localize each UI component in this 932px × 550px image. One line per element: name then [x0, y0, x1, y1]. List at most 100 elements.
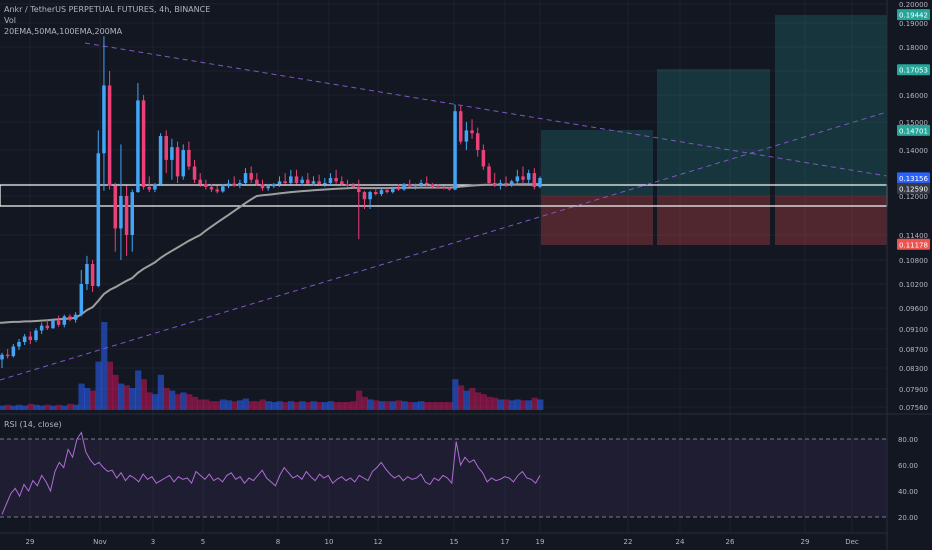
- candle-body: [238, 183, 242, 186]
- price-tick-label: 0.12000: [899, 193, 928, 201]
- time-tick-label: 5: [201, 538, 205, 546]
- candle-body: [351, 184, 355, 187]
- candle: [413, 183, 418, 190]
- volume-bar: [214, 401, 221, 410]
- price-tick-label: 0.19000: [899, 20, 928, 28]
- volume-bar: [344, 402, 351, 410]
- position-target-3[interactable]: [775, 15, 887, 196]
- candle: [22, 334, 27, 345]
- volume-bar: [531, 397, 538, 410]
- candle: [113, 183, 118, 252]
- volume-bar: [16, 404, 23, 410]
- time-axis[interactable]: 29 Nov 3 5 8 10 12 15 17 19 22 24 26 29 Dec: [26, 538, 859, 546]
- candle: [124, 185, 129, 256]
- candle-body: [345, 184, 350, 186]
- volume-bar: [503, 399, 510, 410]
- price-tick-label: 0.14000: [899, 147, 928, 155]
- rsi-axis[interactable]: 80.00 60.00 40.00 20.00: [898, 436, 918, 522]
- candle-body: [136, 100, 140, 193]
- candle-body: [181, 150, 185, 177]
- price-label-box: [897, 64, 930, 76]
- time-tick-label: 29: [801, 538, 810, 546]
- candle: [175, 141, 180, 183]
- candle: [436, 184, 440, 189]
- position-target-2[interactable]: [657, 69, 770, 196]
- candle: [147, 176, 151, 193]
- volume-bar: [389, 401, 397, 410]
- candle: [419, 179, 423, 189]
- candle-body: [323, 183, 327, 185]
- time-tick-label: 17: [501, 538, 510, 546]
- volume-bar: [276, 401, 283, 410]
- volume-bar: [0, 405, 6, 410]
- candle-body: [464, 130, 469, 142]
- time-tick-label: 3: [151, 538, 155, 546]
- candle-body: [504, 183, 508, 185]
- volume-bar: [525, 400, 533, 410]
- candle-body: [221, 186, 225, 192]
- candle: [453, 104, 457, 191]
- candle-body: [340, 181, 344, 185]
- candle: [447, 186, 452, 191]
- time-tick-label: 10: [325, 538, 334, 546]
- candle: [0, 352, 4, 368]
- volume-bar: [140, 379, 148, 410]
- candle: [187, 141, 191, 170]
- volume-bar: [208, 401, 215, 410]
- volume-bar: [282, 402, 289, 410]
- candle-body: [509, 181, 514, 185]
- trendline-upper[interactable]: [84, 42, 888, 177]
- volume-bar: [67, 403, 74, 410]
- position-stop-1[interactable]: [541, 196, 653, 245]
- time-tick-label: Nov: [93, 538, 107, 546]
- candle-body: [147, 186, 151, 190]
- candle-body: [141, 100, 146, 187]
- volume-bar: [406, 402, 414, 410]
- candle-body: [272, 184, 276, 187]
- candle-body: [475, 133, 480, 150]
- volume-bar: [310, 401, 317, 410]
- candle: [51, 318, 55, 329]
- volume-bar: [514, 399, 521, 410]
- volume-bar: [123, 385, 131, 410]
- candle: [277, 176, 282, 187]
- volume-bar: [112, 374, 119, 410]
- volume-bar: [497, 399, 504, 410]
- position-target-1[interactable]: [541, 130, 653, 196]
- candle: [90, 260, 95, 292]
- candle: [204, 179, 208, 190]
- volume-bar: [191, 396, 198, 410]
- candle-body: [102, 85, 106, 154]
- volume-bar: [72, 404, 80, 410]
- candle-body: [441, 187, 446, 189]
- volume-bar: [333, 402, 340, 410]
- candle: [357, 179, 361, 240]
- candle: [215, 185, 219, 194]
- volume-bar: [55, 404, 63, 410]
- candle-body: [283, 181, 287, 183]
- price-label: 0.13156: [897, 172, 930, 184]
- trendline-lower[interactable]: [0, 111, 888, 381]
- price-tick-label: 0.18000: [899, 44, 928, 52]
- candle: [470, 119, 474, 139]
- position-stop-3[interactable]: [775, 196, 887, 245]
- volume-bar: [452, 379, 459, 410]
- candle: [351, 183, 355, 189]
- volume-bar: [203, 399, 210, 410]
- candle: [424, 176, 429, 186]
- candle-body: [368, 192, 372, 200]
- price-tick-label: 0.07560: [899, 404, 928, 412]
- price-tick-label: 0.10800: [899, 257, 928, 265]
- candle-body: [170, 147, 174, 160]
- candle: [243, 168, 248, 185]
- candle: [181, 144, 185, 180]
- position-stop-2[interactable]: [657, 196, 770, 245]
- candle: [62, 314, 67, 328]
- candle: [306, 173, 310, 185]
- volume-bar: [163, 388, 170, 410]
- candle-body: [39, 325, 44, 331]
- price-tick-label: 0.15000: [899, 119, 928, 127]
- candle-body: [481, 150, 486, 167]
- volume-bar: [152, 394, 159, 410]
